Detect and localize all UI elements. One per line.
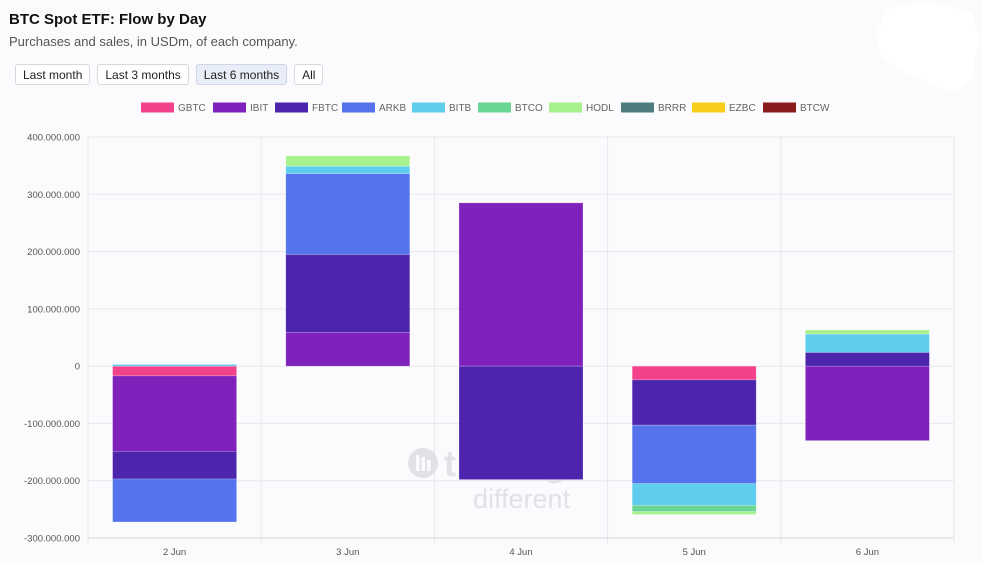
legend-label-brrr: BRRR bbox=[658, 103, 686, 114]
legend-item-btco: BTCO bbox=[478, 102, 543, 114]
legend-label-hodl: HODL bbox=[586, 103, 614, 114]
legend-label-ezbc: EZBC bbox=[729, 103, 756, 114]
chart-legend: GBTC IBIT FBTC ARKB BITB BTCO HODL BRRR EZBC BTCW bbox=[141, 102, 830, 114]
bar-4-jun-ibit bbox=[458, 202, 584, 367]
legend-item-ibit: IBIT bbox=[213, 102, 268, 114]
bar-3-jun-hodl bbox=[285, 155, 411, 167]
y-tick-label-6: -200.000.000 bbox=[24, 476, 80, 487]
bar-5-jun-bitb bbox=[631, 483, 757, 506]
legend-swatch-brrr bbox=[621, 102, 654, 113]
legend-item-ezbc: EZBC bbox=[692, 102, 756, 114]
legend-item-brrr: BRRR bbox=[621, 102, 686, 114]
flow-by-day-chart: GBTC IBIT FBTC ARKB BITB BTCO HODL BRRR EZBC BTCW… bbox=[24, 102, 955, 558]
x-tick-label-3-jun: 3 Jun bbox=[336, 547, 359, 558]
legend-item-bitb: BITB bbox=[412, 102, 472, 114]
y-tick-label-2: 200.000.000 bbox=[27, 247, 80, 258]
bar-2-jun-gbtc bbox=[112, 365, 237, 377]
legend-item-gbtc: GBTC bbox=[141, 102, 206, 114]
decorative-blob bbox=[876, 2, 979, 92]
bar-5-jun-gbtc bbox=[631, 365, 757, 381]
legend-item-hodl: HODL bbox=[549, 102, 614, 114]
x-tick-label-2-jun: 2 Jun bbox=[163, 547, 186, 558]
chart-bars bbox=[112, 155, 930, 523]
legend-swatch-fbtc bbox=[275, 102, 308, 113]
bar-5-jun-fbtc bbox=[631, 379, 757, 426]
range-button-last-month[interactable]: Last month bbox=[15, 64, 91, 85]
legend-label-arkb: ARKB bbox=[379, 103, 407, 114]
legend-label-btcw: BTCW bbox=[800, 103, 830, 114]
legend-label-fbtc: FBTC bbox=[312, 103, 338, 114]
legend-swatch-hodl bbox=[549, 102, 582, 113]
legend-swatch-ezbc bbox=[692, 102, 725, 113]
legend-item-arkb: ARKB bbox=[342, 102, 407, 114]
range-button-last-6-months[interactable]: Last 6 months bbox=[195, 64, 288, 85]
legend-swatch-gbtc bbox=[141, 102, 174, 113]
legend-swatch-arkb bbox=[342, 102, 375, 113]
x-tick-label-4-jun: 4 Jun bbox=[509, 547, 532, 558]
bar-3-jun-arkb bbox=[285, 173, 411, 255]
legend-item-btcw: BTCW bbox=[763, 102, 830, 114]
bar-2-jun-bitb bbox=[112, 364, 237, 367]
legend-swatch-btco bbox=[478, 102, 511, 113]
range-button-group: Last month Last 3 months Last 6 months A… bbox=[15, 64, 324, 85]
watermark-logo-icon bbox=[408, 448, 438, 478]
bar-6-jun-hodl bbox=[805, 329, 930, 335]
bar-2-jun-ibit bbox=[112, 375, 237, 452]
legend-swatch-btcw bbox=[763, 102, 796, 113]
y-tick-label-4: 0 bbox=[75, 362, 80, 373]
bar-6-jun-bitb bbox=[805, 333, 930, 353]
y-tick-label-0: 400.000.000 bbox=[27, 133, 80, 144]
page-subtitle: Purchases and sales, in USDm, of each co… bbox=[9, 34, 298, 49]
y-tick-label-3: 100.000.000 bbox=[27, 304, 80, 315]
legend-item-fbtc: FBTC bbox=[275, 102, 338, 114]
legend-label-bitb: BITB bbox=[449, 103, 472, 114]
bar-5-jun-arkb bbox=[631, 424, 757, 484]
bar-6-jun-ibit bbox=[805, 365, 930, 441]
chart-axes: 400.000.000 300.000.000 200.000.000 100.000… bbox=[24, 133, 954, 558]
bar-6-jun-fbtc bbox=[805, 352, 930, 367]
bar-3-jun-bitb bbox=[285, 165, 411, 174]
range-button-all[interactable]: All bbox=[294, 64, 324, 85]
legend-label-btco: BTCO bbox=[515, 103, 543, 114]
chart-area: GBTC IBIT FBTC ARKB BITB BTCO HODL BRRR EZBC BTCW… bbox=[0, 96, 981, 558]
bar-2-jun-fbtc bbox=[112, 451, 237, 480]
legend-swatch-ibit bbox=[213, 102, 246, 113]
legend-swatch-bitb bbox=[412, 102, 445, 113]
legend-label-gbtc: GBTC bbox=[178, 103, 206, 114]
legend-label-ibit: IBIT bbox=[250, 103, 268, 114]
watermark-text-line2: different bbox=[473, 484, 571, 514]
bar-3-jun-ibit bbox=[285, 332, 411, 367]
x-tick-label-6-jun: 6 Jun bbox=[856, 547, 879, 558]
bar-3-jun-fbtc bbox=[285, 254, 411, 333]
range-button-last-3-months[interactable]: Last 3 months bbox=[97, 64, 189, 85]
bar-2-jun-arkb bbox=[112, 478, 237, 523]
page-title: BTC Spot ETF: Flow by Day bbox=[9, 11, 207, 28]
bar-4-jun-fbtc bbox=[458, 365, 584, 480]
y-tick-label-1: 300.000.000 bbox=[27, 190, 80, 201]
bar-5-jun-hodl bbox=[631, 511, 757, 515]
y-tick-label-7: -300.000.000 bbox=[24, 534, 80, 545]
y-tick-label-5: -100.000.000 bbox=[24, 419, 80, 430]
x-tick-label-5-jun: 5 Jun bbox=[683, 547, 706, 558]
bar-5-jun-btco bbox=[631, 505, 757, 512]
